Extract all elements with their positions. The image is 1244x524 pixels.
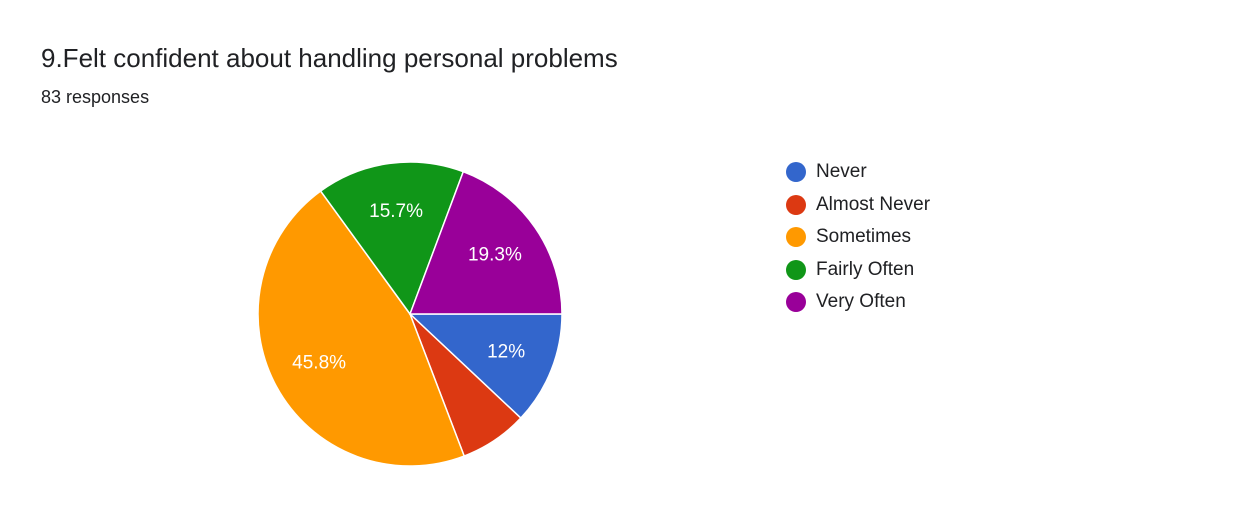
legend-dot-icon [786, 259, 806, 280]
legend-label: Almost Never [816, 193, 931, 215]
pie-slice-very-often[interactable] [408, 170, 563, 315]
legend-label: Sometimes [816, 226, 912, 248]
slice-percent-label: 15.7% [369, 201, 423, 222]
legend-label: Fairly Often [816, 258, 915, 280]
page-title: 9.Felt confident about handling personal… [41, 43, 618, 73]
pie-slice-fairly-often[interactable] [319, 161, 465, 316]
legend-dot-icon [786, 227, 806, 248]
legend-dot-icon [786, 292, 806, 313]
pie-slice-never[interactable] [408, 313, 563, 420]
legend-item-never[interactable]: Never [786, 156, 930, 189]
pie-slice-sometimes[interactable] [257, 189, 466, 467]
pie-chart: 12% 45.8% 15.7% 19.3% [257, 161, 563, 467]
legend-item-fairly-often[interactable]: Fairly Often [786, 254, 930, 287]
response-count: 83 responses [41, 87, 150, 107]
legend-item-almost-never[interactable]: Almost Never [786, 189, 930, 222]
slice-percent-label: 12% [487, 342, 525, 363]
slice-percent-label: 19.3% [468, 245, 522, 266]
legend-label: Never [816, 161, 867, 183]
legend-label: Very Often [816, 291, 906, 313]
legend-item-sometimes[interactable]: Sometimes [786, 221, 930, 254]
legend-dot-icon [786, 194, 806, 215]
chart-legend: Never Almost Never Sometimes Fairly Often Ve… [786, 156, 930, 319]
slice-percent-label: 45.8% [292, 353, 346, 374]
legend-item-very-often[interactable]: Very Often [786, 286, 930, 319]
legend-dot-icon [786, 162, 806, 183]
